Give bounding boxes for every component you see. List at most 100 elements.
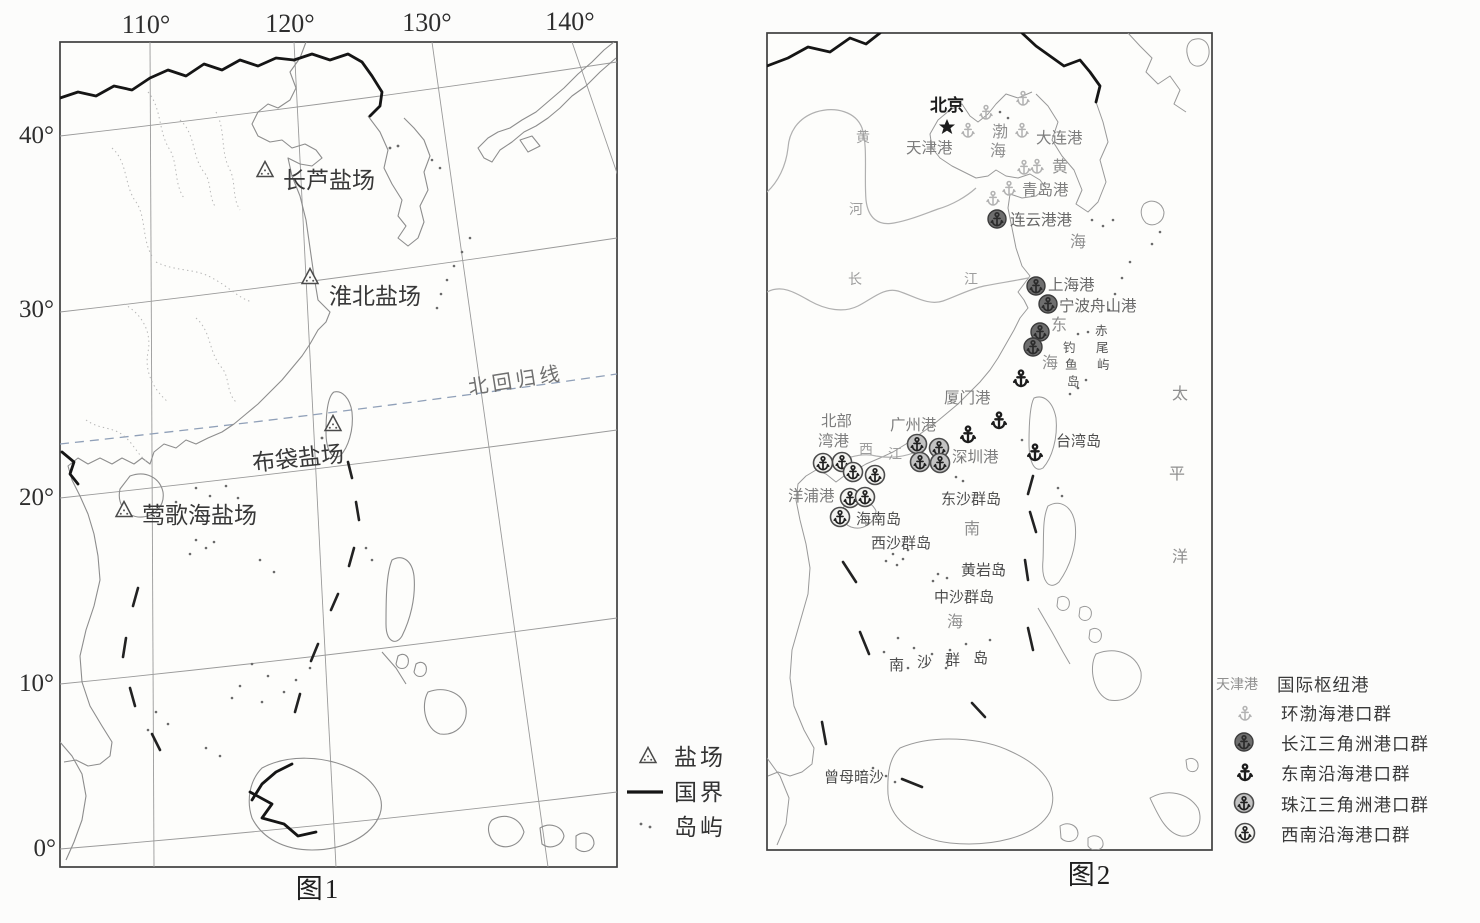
figure1-map: 110° 120° 130° 140° 40° 30° 20° 10° 0° 长… [19,7,726,904]
sea-label-pacific-1: 太 [1172,385,1188,403]
map2-legend: 天津港 国际枢纽港 环渤海港口群 长江三角洲港口群 东南沿海港口群 珠江三角洲港… [1216,675,1429,845]
island-label-dongsha: 东沙群岛 [941,491,1001,508]
legend-island-dots-icon [639,822,652,829]
lon-label-110: 110° [122,10,170,39]
lon-label-140: 140° [545,7,594,36]
lat-label-0: 0° [34,835,57,862]
capital-label-beijing: 北京 [930,95,964,115]
figure1-caption: 图1 [296,874,341,904]
sea-label-nanhai-2: 海 [947,613,963,631]
sea-label-pacific-2: 平 [1169,466,1185,483]
island-label-diaoyudao-2: 鱼 [1065,358,1078,372]
port-label-beibuwan-line2: 湾港 [818,432,850,450]
map1-national-borders [60,52,384,838]
island-label-nansha-3: 群 [945,652,960,669]
sea-label-donghai-2: 海 [1042,354,1058,372]
legend-bohai-rim-label: 环渤海港口群 [1281,704,1392,724]
sea-label-bohai-1: 渤 [992,123,1008,141]
yangtze-river [767,277,1029,311]
island-label-chiweiyu-1: 赤 [1095,324,1108,338]
port-symbol-southwest-coast [856,488,875,507]
legend-island-label: 岛屿 [674,815,726,840]
river-label-huanghe-1: 黄 [856,129,870,146]
map2-island-dots [860,110,1162,784]
port-symbol-southwest-coast [814,454,833,473]
port-label-dalian: 大连港 [1036,129,1083,147]
map1-graticule [60,42,617,867]
legend-anchor-circle-gray-icon [1235,794,1254,813]
port-label-qingdao: 青岛港 [1022,181,1069,199]
legend-hub-example: 天津港 [1216,677,1258,693]
island-label-huangyan: 黄岩岛 [961,562,1006,579]
figure2-map: 北京 天津港 大连港 青岛港 连云港港 上海港 宁波舟山港 厦门港 广州港 深圳… [766,32,1429,890]
legend-pearl-delta-label: 珠江三角洲港口群 [1281,795,1429,815]
port-symbol-yangtze-delta [1024,338,1042,356]
island-label-diaoyudao-3: 岛 [1067,374,1080,389]
map1-province-boundaries [85,91,253,463]
sea-label-nanhai-1: 南 [964,520,980,538]
sea-label-pacific-3: 洋 [1172,548,1188,566]
port-label-guangzhou: 广州港 [890,416,937,434]
lat-label-40: 40° [19,122,54,149]
island-label-nansha-4: 岛 [973,650,988,667]
lat-label-30: 30° [19,296,54,323]
port-label-xiamen: 厦门港 [944,389,991,407]
port-label-tianjin: 天津港 [906,139,953,157]
sea-label-huanghai-1: 黄 [1052,158,1068,176]
map1-legend: 盐场 国界 岛屿 [627,745,726,840]
legend-southeast-coast-label: 东南沿海港口群 [1281,764,1411,784]
map2-dash-line-segments [820,474,1038,789]
map2-port-labels: 天津港 大连港 青岛港 连云港港 上海港 宁波舟山港 厦门港 广州港 深圳港 北… [788,129,1137,505]
port-label-yangpu: 洋浦港 [788,487,835,505]
port-symbol-southwest-coast [866,466,885,485]
port-symbol-pearl-delta [908,435,927,454]
map2-river-labels: 黄 河 长 江 西 江 [848,129,978,463]
map2-national-borders [767,33,1102,104]
legend-national-border-label: 国界 [674,780,726,805]
port-label-lianyungang: 连云港港 [1010,211,1073,229]
legend-anchor-circle-dark-icon [1235,733,1253,751]
island-label-zengmu: 曾母暗沙 [824,769,884,786]
river-label-huanghe-2: 河 [849,202,863,218]
island-label-nansha-1: 南 [889,657,904,674]
salt-field-label-huaibei: 淮北盐场 [329,284,421,309]
port-symbol-pearl-delta [931,454,950,473]
port-symbol-yangtze-delta [1039,295,1057,313]
river-label-changjiang-2: 江 [964,272,978,288]
map2-frame [766,32,1213,851]
legend-anchor-black-icon [1238,765,1252,781]
salt-field-label-yinggehai: 莺歌海盐场 [142,503,257,528]
port-symbol-southwest-coast [844,463,863,482]
legend-salt-field-label: 盐场 [674,745,726,770]
port-label-shanghai: 上海港 [1048,276,1095,294]
river-label-xijiang-2: 江 [888,447,902,463]
port-symbol-yangtze-delta [1027,277,1045,295]
island-label-xisha: 西沙群岛 [871,535,931,552]
port-label-shenzhen: 深圳港 [952,448,999,466]
island-label-nansha-2: 沙 [917,655,932,671]
salt-field-label-changlu: 长芦盐场 [283,168,375,193]
port-symbol-yangtze-delta [988,210,1006,228]
legend-anchor-light-icon [1239,707,1251,721]
map1-dash-line-segments [121,460,361,752]
yellow-river [767,109,977,225]
tropic-of-cancer-line [60,373,617,445]
sea-label-bohai-2: 海 [990,142,1006,160]
island-label-hainan: 海南岛 [856,511,901,528]
port-symbol-southwest-coast [831,508,850,527]
map1-island-dots [146,144,472,758]
legend-anchor-circle-white-icon [1236,824,1255,843]
map2-island-labels: 钓 鱼 岛 赤 尾 屿 台湾岛 海南岛 东沙群岛 西沙群岛 黄岩岛 中沙群岛 南… [824,324,1110,786]
lon-label-120: 120° [265,9,314,38]
lat-label-20: 20° [19,484,54,511]
port-label-beibuwan-line1: 北部 [821,412,852,430]
sea-label-donghai-1: 东 [1051,316,1067,334]
legend-hub-label: 国际枢纽港 [1277,675,1370,695]
map2-sea-labels: 渤 海 黄 海 东 海 南 海 太 平 洋 [947,123,1188,631]
island-label-zhongsha: 中沙群岛 [934,589,994,606]
lat-label-10: 10° [19,670,54,697]
island-label-taiwan: 台湾岛 [1056,433,1101,450]
legend-yangtze-delta-label: 长江三角洲港口群 [1281,734,1429,754]
